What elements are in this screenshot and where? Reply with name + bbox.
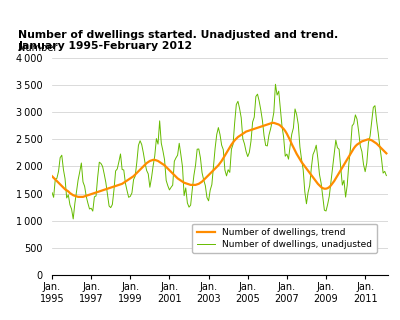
Number of dwellings, unadjusted bbox=[50, 191, 54, 195]
Number of dwellings, unadjusted bbox=[71, 217, 76, 221]
Number of dwellings, trend bbox=[180, 180, 185, 184]
Line: Number of dwellings, trend: Number of dwellings, trend bbox=[52, 123, 386, 197]
Number of dwellings, trend bbox=[76, 195, 80, 199]
Number of dwellings, unadjusted bbox=[361, 163, 366, 166]
Number of dwellings, unadjusted bbox=[146, 172, 151, 176]
Number of dwellings, unadjusted bbox=[86, 201, 90, 205]
Number of dwellings, trend bbox=[105, 187, 110, 191]
Text: Number of dwellings started. Unadjusted and trend.
January 1995-February 2012: Number of dwellings started. Unadjusted … bbox=[18, 30, 339, 51]
Number of dwellings, unadjusted bbox=[384, 174, 389, 178]
Number of dwellings, unadjusted bbox=[180, 165, 185, 169]
Number of dwellings, trend bbox=[384, 151, 389, 155]
Line: Number of dwellings, unadjusted: Number of dwellings, unadjusted bbox=[52, 84, 386, 219]
Number of dwellings, trend bbox=[86, 193, 90, 197]
Number of dwellings, unadjusted bbox=[273, 82, 278, 86]
Number of dwellings, trend bbox=[54, 179, 59, 183]
Number of dwellings, unadjusted bbox=[54, 176, 59, 180]
Number of dwellings, trend bbox=[270, 121, 274, 125]
Text: Number: Number bbox=[18, 43, 58, 53]
Number of dwellings, trend bbox=[361, 139, 366, 143]
Legend: Number of dwellings, trend, Number of dwellings, unadjusted: Number of dwellings, trend, Number of dw… bbox=[192, 224, 377, 253]
Number of dwellings, unadjusted bbox=[105, 192, 110, 196]
Number of dwellings, trend bbox=[50, 174, 54, 178]
Number of dwellings, trend bbox=[146, 160, 151, 164]
